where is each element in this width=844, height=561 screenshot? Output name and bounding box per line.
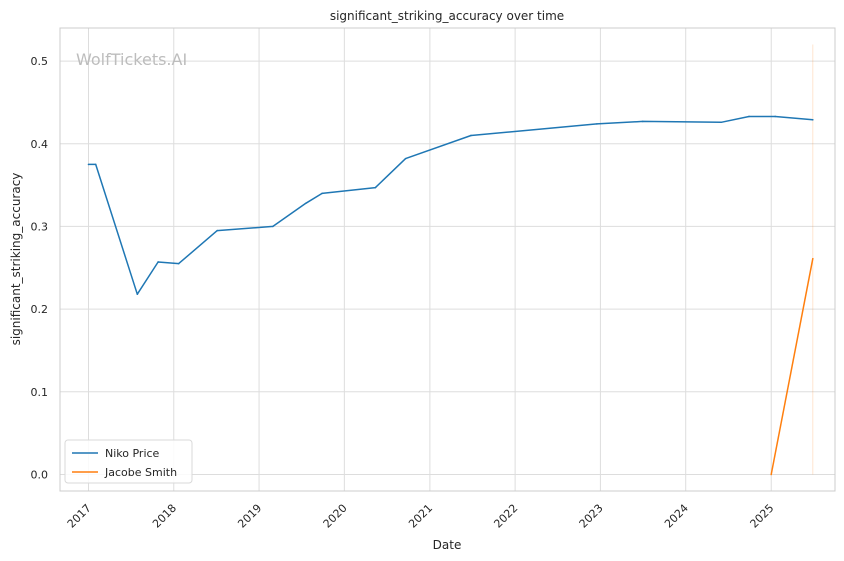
data-point [216,229,219,232]
data-point [157,261,159,263]
data-point [596,123,598,125]
data-point [404,157,407,160]
data-point [812,257,814,260]
series-line [770,258,814,475]
data-point [321,192,323,195]
legend: Niko Price Jacobe Smith [64,439,193,484]
legend-label: Niko Price [105,447,160,460]
y-axis-title: significant_striking_accuracy [9,173,23,346]
data-point [94,163,97,166]
series-layer [87,115,814,476]
data-point [87,163,90,166]
chart-title: significant_striking_accuracy over time [330,9,564,23]
series-0 [87,115,814,296]
y-tick-label: 0.1 [31,386,49,399]
data-point [770,473,773,476]
plot-frame [59,27,836,492]
data-point [470,134,472,137]
legend-label: Jacobe Smith [104,466,177,479]
watermark-text: WolfTickets.AI [76,50,187,69]
y-tick-label: 0.0 [31,468,49,481]
plot-area [60,28,835,491]
y-tick-label: 0.5 [31,55,49,68]
y-axis-ticks: 0.0 0.1 0.2 0.3 0.4 0.5 [31,55,49,481]
data-point [812,118,814,121]
data-point [304,202,307,205]
y-tick-label: 0.4 [31,138,49,151]
data-point [272,225,274,228]
data-point [374,186,377,189]
data-point [641,120,644,123]
x-axis-title: Date [433,538,462,552]
data-point [720,121,723,124]
series-line [88,115,813,295]
data-point [136,293,139,296]
data-point [177,262,180,265]
data-point [774,115,776,118]
y-tick-label: 0.3 [31,220,49,233]
y-tick-label: 0.2 [31,303,49,316]
data-point [748,115,750,118]
series-1 [770,257,814,476]
